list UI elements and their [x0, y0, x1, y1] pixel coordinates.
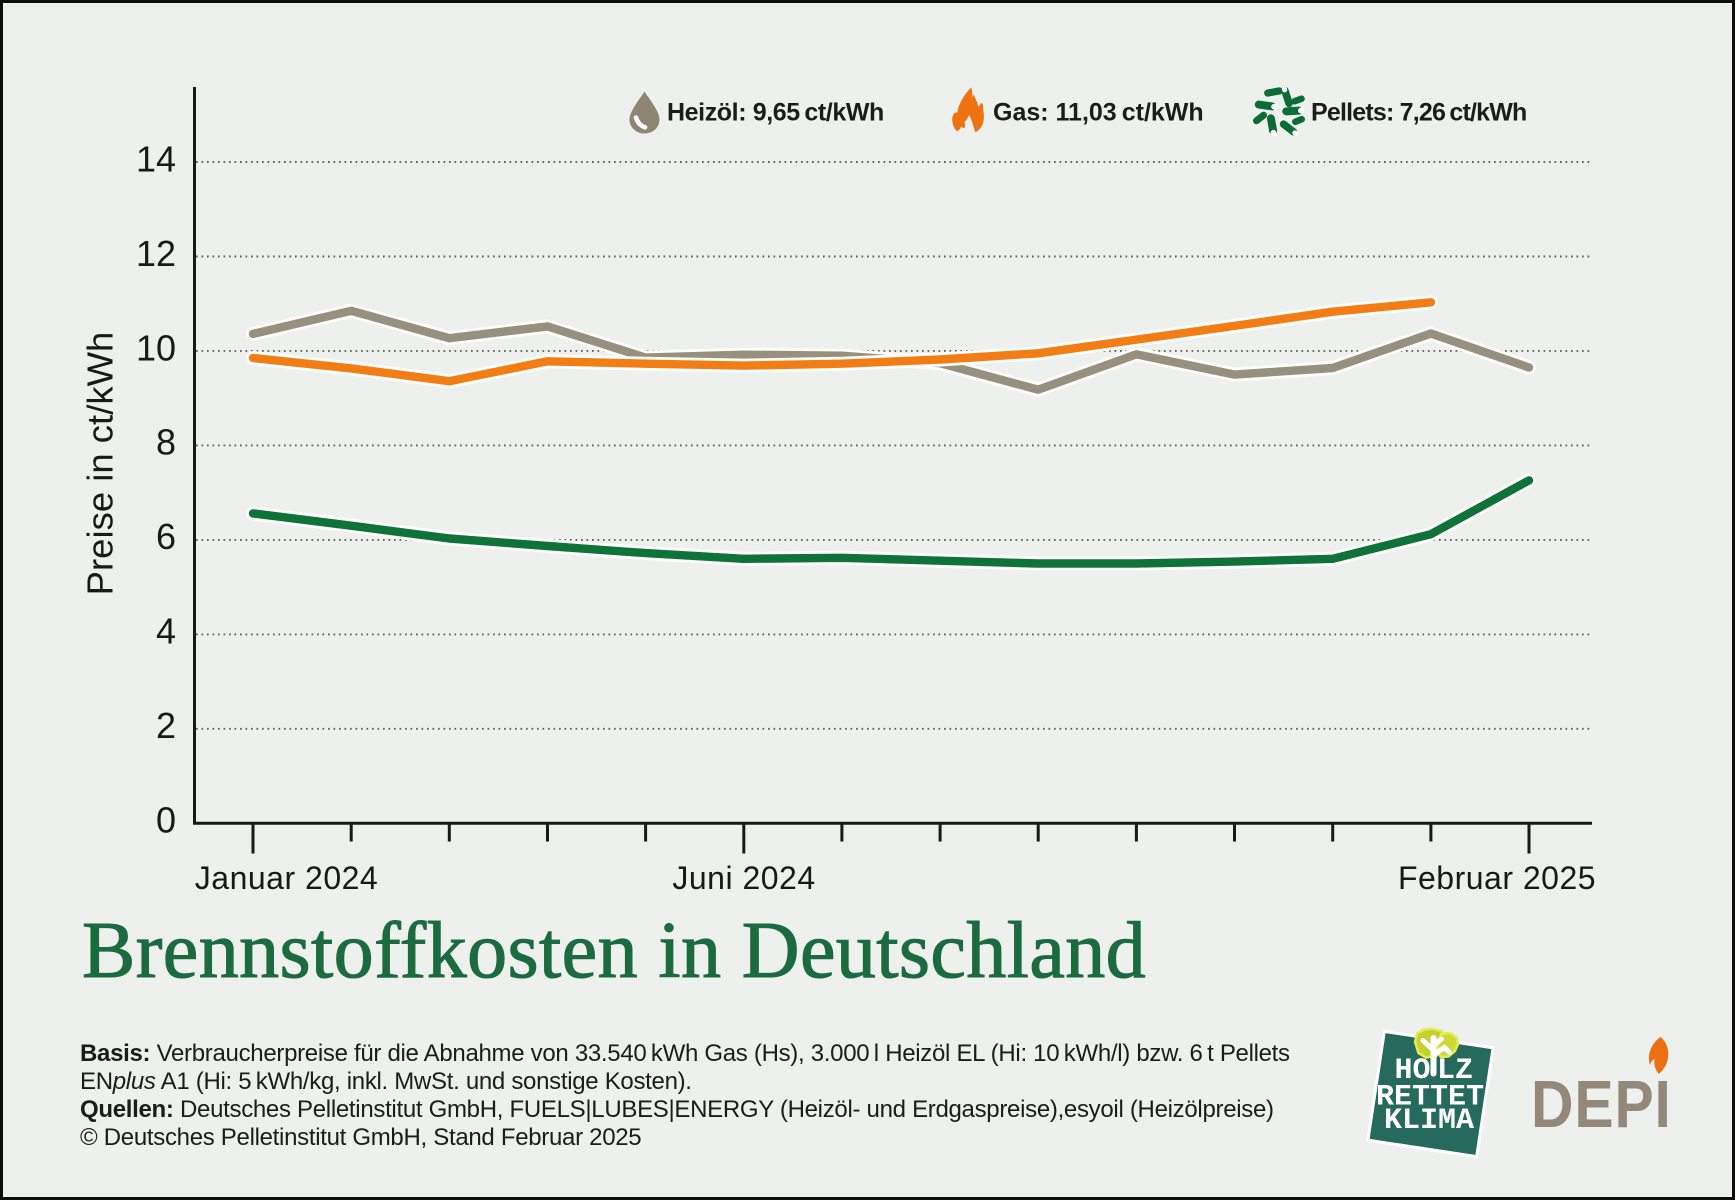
- svg-text:Juni 2024: Juni 2024: [672, 860, 815, 896]
- svg-text:4: 4: [156, 611, 176, 652]
- svg-text:Quellen: Deutsches Pelletinsti: Quellen: Deutsches Pelletinstitut GmbH, …: [80, 1096, 1274, 1123]
- svg-text:Februar 2025: Februar 2025: [1398, 860, 1596, 896]
- svg-text:Brennstoffkosten in Deutschlan: Brennstoffkosten in Deutschland: [82, 907, 1146, 995]
- svg-text:RETTET: RETTET: [1376, 1081, 1484, 1115]
- svg-text:KLIMA: KLIMA: [1384, 1104, 1474, 1138]
- svg-text:Basis: Verbraucherpreise für d: Basis: Verbraucherpreise für die Abnahme…: [80, 1040, 1290, 1067]
- svg-text:14: 14: [136, 138, 176, 179]
- svg-text:6: 6: [156, 516, 176, 557]
- svg-text:ENplus A1 (Hi: 5 kWh/kg, inkl.: ENplus A1 (Hi: 5 kWh/kg, inkl. MwSt. und…: [80, 1068, 692, 1095]
- svg-text:Preise in ct/kWh: Preise in ct/kWh: [80, 332, 121, 596]
- svg-text:12: 12: [136, 233, 176, 274]
- svg-text:HO: HO: [1394, 1054, 1430, 1088]
- svg-text:8: 8: [156, 422, 176, 463]
- svg-text:Heizöl: 9,65 ct/kWh: Heizöl: 9,65 ct/kWh: [667, 99, 884, 127]
- svg-text:LZ: LZ: [1437, 1054, 1473, 1088]
- svg-text:2: 2: [156, 705, 176, 746]
- svg-text:0: 0: [156, 800, 176, 841]
- svg-text:10: 10: [136, 327, 176, 368]
- svg-text:Pellets: 7,26 ct/kWh: Pellets: 7,26 ct/kWh: [1311, 99, 1526, 127]
- svg-text:DEPI: DEPI: [1531, 1067, 1672, 1141]
- svg-text:Januar 2024: Januar 2024: [195, 860, 378, 896]
- svg-text:© Deutsches Pelletinstitut Gmb: © Deutsches Pelletinstitut GmbH, Stand F…: [80, 1124, 641, 1151]
- svg-text:Gas: 11,03 ct/kWh: Gas: 11,03 ct/kWh: [993, 99, 1204, 127]
